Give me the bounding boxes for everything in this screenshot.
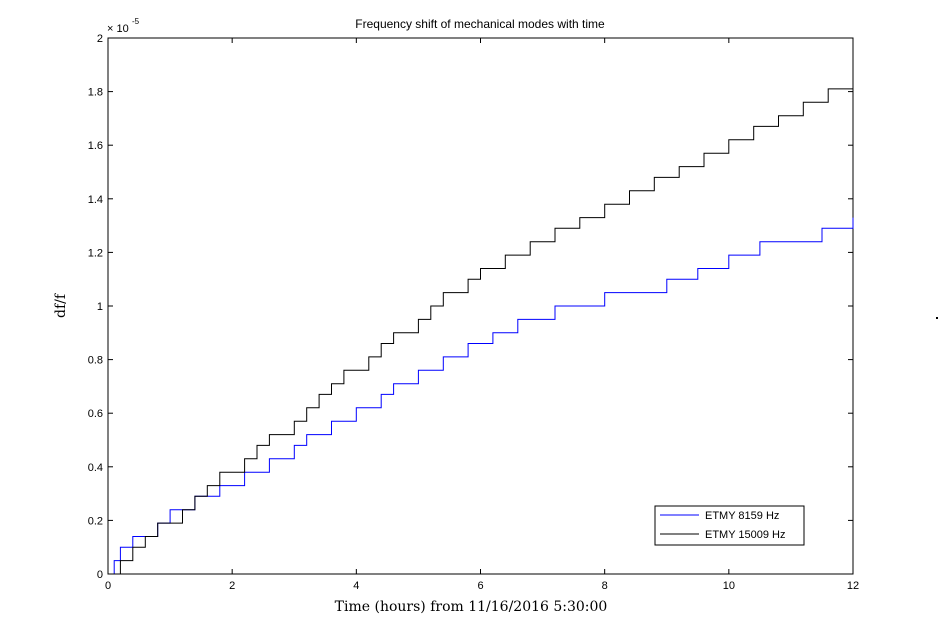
y-tick-label: 1 <box>97 301 103 313</box>
axes-box <box>107 37 854 575</box>
y-axis-label: df/f <box>53 292 69 318</box>
y-exponent-text: -5 <box>132 17 140 26</box>
y-multiplier-text: × 10 <box>107 23 129 35</box>
ticks-layer: 0 2 4 6 8 10 12 0 0.2 0.4 0.6 0.8 1 1.2 1.4 1.6 1.8 2 <box>88 33 859 592</box>
y-tick-label: 0 <box>97 569 103 581</box>
chart-title: Frequency shift of mechanical modes with… <box>355 17 605 31</box>
series-layer <box>108 75 854 575</box>
legend-label-etmy-8159: ETMY 8159 Hz <box>705 510 779 522</box>
y-tick-label: 1.4 <box>88 194 103 206</box>
y-tick-label: 0.8 <box>88 355 103 367</box>
x-axis-label: Time (hours) from 11/16/2016 5:30:00 <box>335 599 608 615</box>
x-tick-label: 12 <box>847 580 859 592</box>
y-tick-label: 1.6 <box>88 140 103 152</box>
edge-mark <box>936 317 938 319</box>
x-tick-label: 10 <box>723 580 735 592</box>
legend: ETMY 8159 Hz ETMY 15009 Hz <box>654 505 805 546</box>
legend-box <box>654 505 805 546</box>
y-tick-label: 1.2 <box>88 247 103 259</box>
series-line-0 <box>108 217 854 575</box>
y-tick-label: 1.8 <box>88 87 103 99</box>
legend-label-etmy-15009: ETMY 15009 Hz <box>705 529 786 541</box>
y-tick-label: 0.2 <box>88 515 103 527</box>
x-tick-label: 2 <box>229 580 235 592</box>
series-line-1 <box>108 75 854 575</box>
x-tick-label: 6 <box>477 580 483 592</box>
x-tick-label: 0 <box>105 580 111 592</box>
y-exponent: × 10 -5 <box>107 17 140 35</box>
x-tick-label: 8 <box>602 580 608 592</box>
y-tick-label: 2 <box>97 33 103 45</box>
y-tick-label: 0.4 <box>88 462 103 474</box>
y-tick-label: 0.6 <box>88 408 103 420</box>
plot-area: 0 2 4 6 8 10 12 0 0.2 0.4 0.6 0.8 1 1.2 1.4 1.6 1.8 2 <box>88 33 859 592</box>
x-tick-label: 4 <box>353 580 359 592</box>
